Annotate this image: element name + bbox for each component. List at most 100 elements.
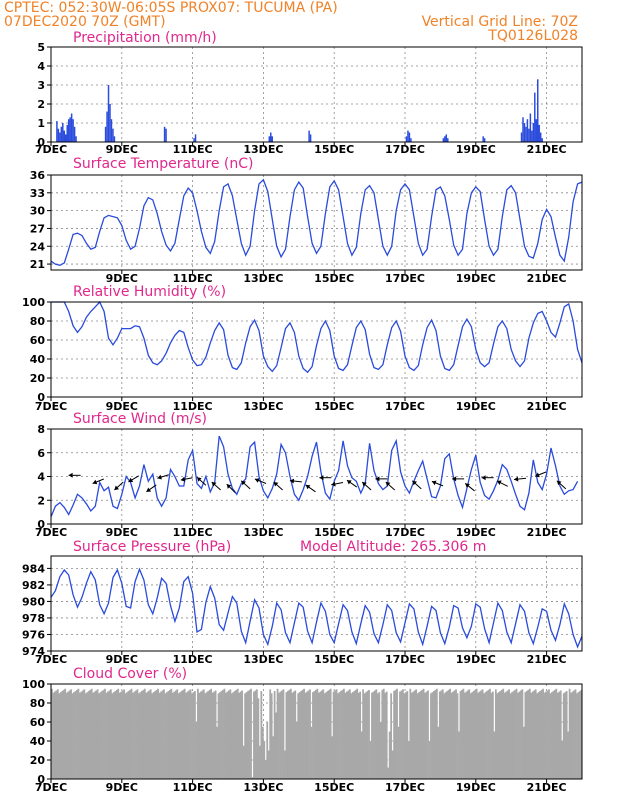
cloud-bar [294, 690, 297, 779]
cloud-bar [497, 692, 500, 779]
cloud-bar [256, 689, 258, 779]
y-tick-label: 100 [22, 678, 45, 691]
cloud-bar [76, 689, 78, 779]
panel-5: 974 976 978 980 982 984 7DEC 9DEC 11DEC 13DEC 15DE… [22, 539, 583, 666]
cloud-bar [129, 689, 131, 779]
cloud-bar [421, 689, 423, 779]
cloud-bar [518, 691, 521, 779]
cloud-bar [110, 689, 112, 779]
cloud-bar [99, 692, 102, 779]
cloud-bar [551, 692, 553, 779]
cloud-bar [415, 689, 418, 779]
cloud-bar [553, 689, 556, 779]
cloud-bar [167, 691, 170, 779]
cloud-bar [300, 691, 303, 779]
cloud-bar [537, 692, 540, 779]
cloud-bar [257, 698, 260, 779]
x-tick-label: 7DEC [35, 653, 67, 666]
precip-bar [270, 132, 272, 142]
cloud-bar [517, 692, 519, 779]
cloud-bar [208, 689, 211, 779]
cloud-bar [524, 692, 527, 779]
cloud-bar [105, 692, 108, 779]
precip-bar [112, 128, 114, 142]
x-tick-label: 9DEC [106, 526, 138, 539]
cloud-bar [409, 688, 412, 779]
precip-bar [408, 132, 411, 142]
cloud-bar [295, 722, 298, 779]
y-tick-label: 60 [30, 716, 46, 729]
header-model-id: TQ0126L028 [487, 28, 578, 44]
cloud-bar [287, 691, 289, 779]
cloud-bar [133, 691, 136, 779]
cloud-bar [375, 689, 378, 779]
wind-arrow-head [514, 476, 519, 482]
cloud-bar [394, 689, 397, 779]
cloud-bar [250, 688, 252, 779]
x-tick-label: 13DEC [243, 143, 283, 156]
cloud-bar [484, 692, 487, 779]
cloud-bar [499, 691, 502, 779]
wind-arrow [534, 471, 547, 478]
cloud-bar [281, 690, 283, 779]
cloud-bar [284, 750, 286, 779]
x-tick-label: 19DEC [456, 400, 496, 413]
series-line [50, 178, 583, 266]
cloud-bar [326, 691, 329, 779]
precip-bar [407, 130, 409, 142]
x-tick-label: 15DEC [314, 400, 354, 413]
cloud-bar [577, 692, 580, 779]
y-tick-label: 1 [37, 117, 45, 130]
panel-6: 0 20 40 60 80 100 7DEC 9DEC 11DEC 13DEC 15DEC 17DEC… [22, 666, 583, 794]
cloud-bar [397, 726, 400, 779]
cloud-bar [58, 693, 61, 779]
cloud-bar [322, 689, 325, 779]
cloud-bar [422, 688, 425, 779]
cloud-bar [269, 689, 272, 779]
cloud-bar [197, 688, 199, 779]
cloud-bar [56, 689, 59, 779]
cloud-bar [291, 692, 294, 779]
cloud-bar [502, 688, 505, 779]
cloud-bar [111, 693, 114, 779]
cloud-bar [427, 690, 429, 779]
cloud-bar [368, 689, 370, 779]
cloud-bar [73, 692, 75, 779]
cloud-bar [350, 693, 353, 779]
y-tick-label: 24 [30, 240, 46, 253]
wind-arrow [556, 480, 567, 490]
cloud-bar [344, 692, 347, 779]
cloud-bar [444, 692, 447, 779]
cloud-bar [244, 693, 246, 779]
panel-1: 0 1 2 3 4 5 7DEC 9DEC 11DEC 13DEC 15DEC 17DEC 19DEC 2… [35, 30, 583, 156]
cloud-bar [369, 741, 372, 779]
wind-arrow-head [481, 475, 486, 481]
cloud-bar [248, 689, 251, 779]
cloud-bar [464, 692, 466, 779]
wind-arrow-head [68, 472, 73, 478]
cloud-bar [325, 692, 328, 779]
x-tick-label: 15DEC [314, 781, 354, 794]
cloud-bar [170, 688, 173, 779]
cloud-bar [412, 691, 415, 779]
y-tick-label: 20 [30, 754, 46, 767]
x-tick-label: 11DEC [173, 143, 213, 156]
y-tick-label: 0 [37, 391, 45, 404]
y-tick-label: 980 [22, 595, 45, 608]
wind-arrow-head [273, 482, 279, 487]
cloud-bar [53, 691, 56, 779]
cloud-bar [316, 688, 319, 779]
panel-frame [50, 301, 583, 398]
wind-arrow-head [362, 482, 367, 487]
cloud-bar [334, 690, 336, 779]
cloud-bar [230, 693, 233, 779]
cloud-bar [329, 688, 332, 779]
cloud-bar [435, 688, 438, 779]
cloud-bar [207, 691, 210, 779]
cloud-bar [396, 688, 398, 779]
panel-title: Precipitation (mm/h) [73, 30, 217, 46]
cloud-bar [559, 690, 562, 779]
x-tick-label: 21DEC [527, 143, 567, 156]
cloud-bar [549, 693, 552, 779]
